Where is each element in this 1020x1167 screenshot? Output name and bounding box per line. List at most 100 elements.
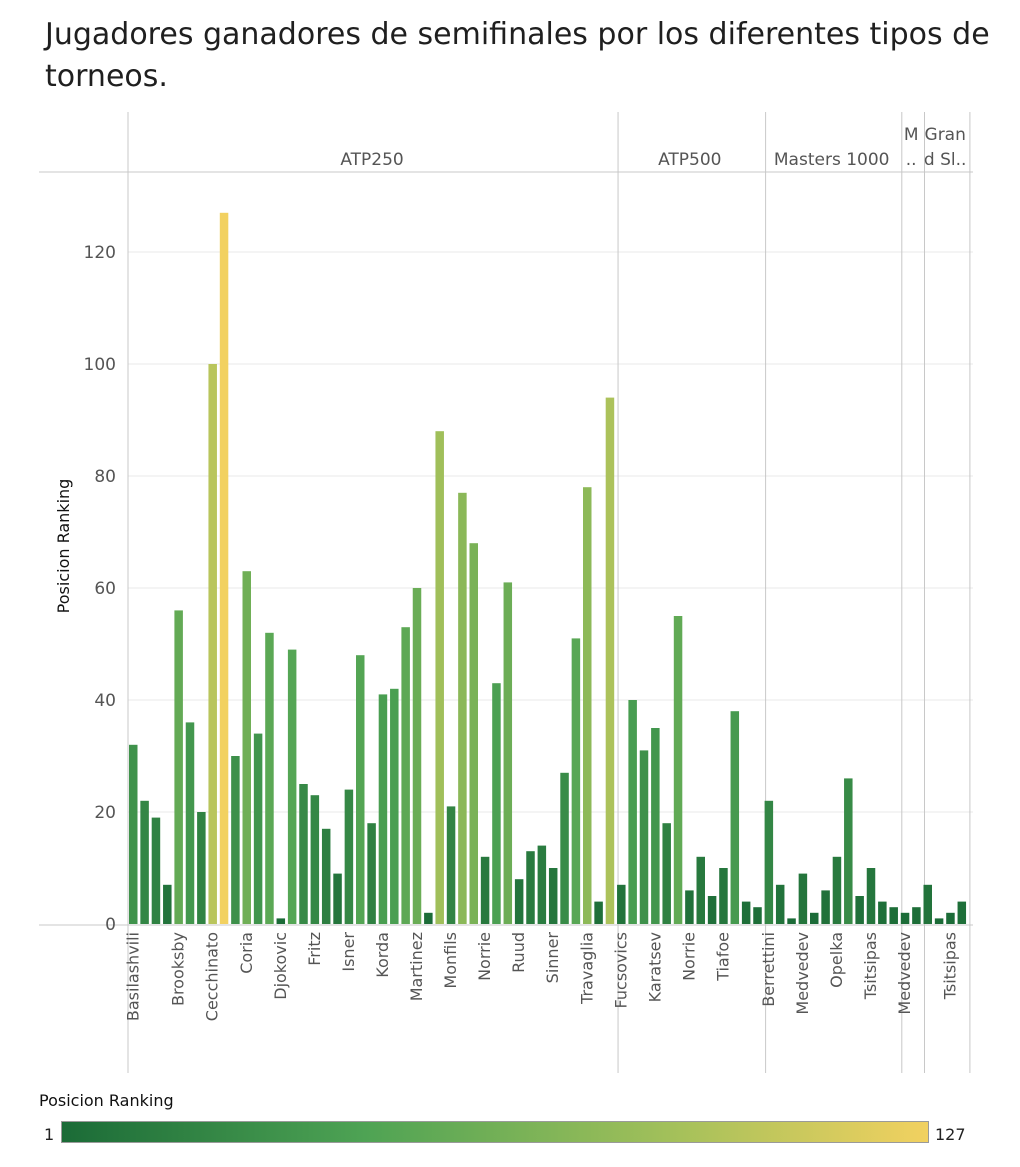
bar [356, 655, 365, 924]
x-tick-label: Cecchinato [203, 932, 222, 1021]
bar [946, 912, 955, 924]
bar [514, 879, 524, 924]
bar [503, 582, 513, 924]
bar [219, 212, 229, 925]
chart-title: Jugadores ganadores de semifinales por l… [45, 17, 990, 94]
bar [185, 722, 195, 924]
bar [163, 884, 172, 924]
bar [855, 896, 864, 924]
bar [787, 918, 796, 924]
bar [480, 856, 490, 924]
bar [605, 397, 615, 925]
bar [321, 828, 331, 924]
bar [367, 823, 376, 924]
panel-header-label: M [904, 125, 919, 145]
x-tick-label: Tsitsipas [940, 932, 959, 1000]
bar [889, 907, 898, 924]
panel-header-label: Masters 1000 [774, 150, 890, 170]
x-tick-label: Coria [237, 932, 256, 974]
bar [299, 784, 308, 924]
bar [390, 688, 399, 924]
bar [753, 907, 762, 924]
x-tick-label: Monfils [441, 932, 460, 989]
legend-min-label: 1 [44, 1125, 55, 1144]
bar [548, 868, 558, 924]
bar [208, 364, 217, 924]
x-tick-label: Norrie [475, 932, 494, 981]
bar [719, 868, 728, 924]
bar [673, 616, 683, 924]
bar [287, 649, 297, 924]
bar [344, 789, 354, 924]
bar [651, 728, 660, 924]
legend-max-label: 127 [935, 1125, 966, 1144]
bar [378, 694, 388, 924]
x-tick-label: Tiafoe [713, 932, 732, 982]
panel-header-label: .. [906, 150, 917, 170]
bar [810, 912, 819, 924]
bar [696, 856, 705, 924]
bar [469, 543, 478, 924]
bar [639, 750, 649, 924]
bar [934, 918, 944, 924]
bar [571, 638, 581, 924]
bar [424, 912, 433, 924]
bar [412, 588, 422, 924]
x-tick-label: Korda [373, 932, 392, 978]
bar [707, 896, 717, 924]
bar [821, 890, 830, 924]
panel-header-label: ATP250 [340, 150, 403, 170]
panel-header-label: d Sl.. [924, 150, 967, 170]
bar [900, 912, 910, 924]
bar [775, 884, 785, 924]
bar [741, 901, 751, 924]
y-tick-label: 20 [94, 803, 116, 823]
bar [310, 795, 320, 924]
x-tick-label: Fritz [305, 932, 324, 966]
bar [253, 733, 263, 924]
bar [560, 772, 569, 924]
bar [662, 823, 671, 924]
x-tick-label: Basilashvili [123, 932, 142, 1021]
bar-chart: 0 20 40 60 80 100 120 Posicion Ranking Basilashv… [39, 112, 973, 1073]
x-tick-label: Ruud [509, 932, 528, 973]
x-tick-label: Fucsovics [611, 932, 630, 1008]
bar [537, 845, 547, 924]
y-axis-title: Posicion Ranking [54, 479, 73, 614]
y-tick-label: 0 [105, 915, 116, 935]
y-tick-label: 60 [94, 579, 116, 599]
bar [435, 431, 444, 924]
bar [174, 610, 183, 924]
bar [446, 806, 456, 924]
y-tick-label: 40 [94, 691, 116, 711]
x-tick-label: Karatsev [645, 932, 664, 1002]
bar [628, 700, 637, 924]
x-tick-label: Tsitsipas [861, 932, 880, 1000]
bar [276, 918, 286, 924]
bar [878, 901, 887, 924]
bar [866, 868, 876, 924]
x-tick-label: Isner [339, 932, 358, 972]
y-tick-label: 120 [84, 243, 116, 263]
x-tick-label: Brooksby [169, 932, 188, 1006]
bar [129, 744, 138, 924]
bar [231, 756, 240, 924]
bar [265, 632, 274, 924]
bar [583, 487, 592, 924]
bar [333, 873, 342, 924]
bar [594, 901, 603, 924]
bar [458, 492, 467, 924]
bar [242, 571, 251, 924]
bar [912, 907, 921, 924]
bar [730, 711, 740, 924]
bar [764, 800, 774, 924]
x-tick-label: Norrie [679, 932, 698, 981]
y-tick-label: 100 [84, 355, 116, 375]
y-tick-label: 80 [94, 467, 116, 487]
x-tick-label: Martinez [407, 932, 426, 1001]
x-tick-label: Berrettini [759, 932, 778, 1007]
panel-header-label: ATP500 [658, 150, 721, 170]
bar [685, 890, 694, 924]
bar [197, 812, 206, 924]
bar [526, 851, 535, 924]
